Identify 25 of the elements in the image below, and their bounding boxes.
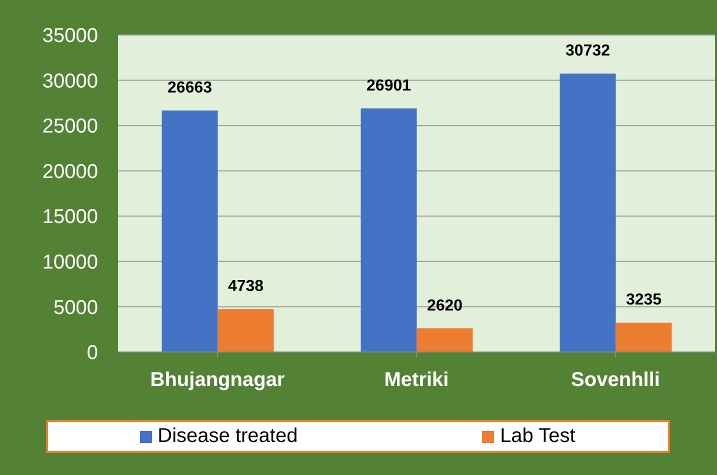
data-label: 26663 bbox=[168, 80, 212, 97]
bar bbox=[162, 110, 218, 352]
data-label: 26901 bbox=[366, 77, 412, 94]
bar bbox=[560, 74, 616, 352]
y-tick-label: 0 bbox=[86, 342, 98, 364]
y-tick-label: 35000 bbox=[42, 25, 98, 48]
bar bbox=[416, 328, 473, 352]
bar bbox=[616, 322, 672, 352]
y-tick-label: 5000 bbox=[54, 296, 98, 319]
data-label: 2620 bbox=[426, 297, 463, 314]
y-tick-label: 20000 bbox=[42, 160, 98, 183]
x-tick-label: Bhujangnagar bbox=[150, 369, 285, 392]
data-label: 4738 bbox=[228, 278, 264, 296]
y-tick-label: 25000 bbox=[42, 116, 98, 138]
x-tick-label: Metriki bbox=[384, 369, 449, 392]
legend-label: Disease treated bbox=[156, 425, 298, 448]
legend-label: Lab Test bbox=[499, 425, 576, 448]
x-tick-label: Sovenhlli bbox=[571, 369, 660, 392]
data-label: 30732 bbox=[566, 42, 610, 60]
y-tick-label: 15000 bbox=[42, 206, 98, 228]
data-label: 3235 bbox=[626, 292, 662, 309]
y-tick-label: 10000 bbox=[42, 252, 98, 274]
bar bbox=[218, 309, 274, 352]
y-tick-label: 30000 bbox=[42, 70, 98, 92]
bar bbox=[360, 108, 417, 352]
